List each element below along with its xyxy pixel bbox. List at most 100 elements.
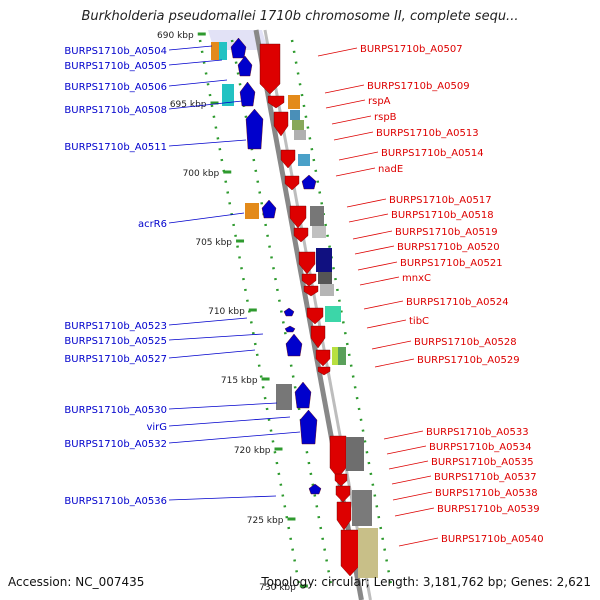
domain-block xyxy=(288,95,300,109)
label-leader-line xyxy=(325,99,366,109)
domain-block xyxy=(211,42,219,60)
scale-tick-label: 690 kbp xyxy=(157,31,194,41)
label-leader-line xyxy=(392,491,433,501)
label-leader-line xyxy=(333,131,374,141)
gene-label-right[interactable]: rspA xyxy=(368,96,391,107)
scale-tick-label: 705 kbp xyxy=(195,238,232,248)
gene-label-right[interactable]: BURPS1710b_A0533 xyxy=(426,427,529,438)
scale-tick-label: 695 kbp xyxy=(170,100,207,110)
gene-label-right[interactable]: mnxC xyxy=(402,273,431,284)
gene-label-right[interactable]: BURPS1710b_A0535 xyxy=(431,457,534,468)
gene-forward[interactable] xyxy=(237,55,253,77)
gene-label-right[interactable]: BURPS1710b_A0519 xyxy=(395,227,498,238)
gene-label-right[interactable]: BURPS1710b_A0520 xyxy=(397,242,500,253)
gene-forward[interactable] xyxy=(230,37,247,59)
domain-block xyxy=(312,226,326,238)
label-leader-line xyxy=(324,84,365,94)
gene-label-right[interactable]: BURPS1710b_A0524 xyxy=(406,297,509,308)
gene-label-left[interactable]: BURPS1710b_A0504 xyxy=(64,46,167,57)
gene-label-left[interactable]: BURPS1710b_A0536 xyxy=(64,496,167,507)
gene-forward[interactable] xyxy=(285,333,303,357)
gene-label-left[interactable]: BURPS1710b_A0506 xyxy=(64,82,167,93)
gene-reverse[interactable] xyxy=(293,227,309,243)
gene-reverse[interactable] xyxy=(267,95,285,109)
gene-reverse[interactable] xyxy=(289,205,307,229)
gene-label-left[interactable]: BURPS1710b_A0505 xyxy=(64,61,167,72)
gene-label-left[interactable]: BURPS1710b_A0532 xyxy=(64,439,167,450)
scale-tick-label: 730 kbp xyxy=(259,583,296,593)
domain-block xyxy=(294,130,306,140)
gene-label-right[interactable]: BURPS1710b_A0518 xyxy=(391,210,494,221)
gene-forward[interactable] xyxy=(245,108,264,150)
label-leader-line xyxy=(168,100,243,110)
gene-label-left[interactable]: virG xyxy=(146,422,167,433)
gene-label-right[interactable]: BURPS1710b_A0538 xyxy=(435,488,538,499)
gene-label-right[interactable]: BURPS1710b_A0513 xyxy=(376,128,479,139)
gene-label-right[interactable]: tibC xyxy=(409,316,429,327)
gene-label-right[interactable]: BURPS1710b_A0521 xyxy=(400,258,503,269)
label-leader-line xyxy=(386,445,427,455)
gene-reverse[interactable] xyxy=(303,285,319,297)
gene-reverse[interactable] xyxy=(280,149,296,169)
gene-reverse[interactable] xyxy=(329,435,347,479)
gene-reverse[interactable] xyxy=(273,111,289,137)
gene-forward[interactable] xyxy=(239,81,256,107)
gene-forward[interactable] xyxy=(261,199,277,219)
scale-tick-label: 700 kbp xyxy=(183,169,220,179)
gene-label-right[interactable]: BURPS1710b_A0534 xyxy=(429,442,532,453)
domain-block xyxy=(320,284,334,296)
gene-reverse[interactable] xyxy=(315,349,331,367)
gene-label-left[interactable]: BURPS1710b_A0530 xyxy=(64,405,167,416)
gene-forward[interactable] xyxy=(294,381,312,409)
gene-label-left[interactable]: BURPS1710b_A0527 xyxy=(64,354,167,365)
label-leader-line xyxy=(366,319,407,329)
gene-label-right[interactable]: BURPS1710b_A0539 xyxy=(437,504,540,515)
label-leader-line xyxy=(374,358,415,368)
label-leader-line xyxy=(346,198,387,208)
domain-block xyxy=(290,110,300,120)
domain-block xyxy=(276,384,292,410)
label-leader-line xyxy=(383,430,424,440)
gene-reverse[interactable] xyxy=(335,485,351,503)
label-leader-line xyxy=(338,151,379,161)
gene-forward[interactable] xyxy=(299,409,318,445)
scale-tick-label: 720 kbp xyxy=(234,446,271,456)
gene-label-right[interactable]: rspB xyxy=(374,112,397,123)
domain-block xyxy=(338,347,346,365)
gene-label-right[interactable]: BURPS1710b_A0537 xyxy=(434,472,537,483)
accession-label: Accession: NC_007435 xyxy=(8,575,145,589)
gene-label-right[interactable]: BURPS1710b_A0517 xyxy=(389,195,492,206)
gene-label-left[interactable]: acrR6 xyxy=(138,219,167,230)
gene-reverse[interactable] xyxy=(334,473,348,487)
gene-label-left[interactable]: BURPS1710b_A0508 xyxy=(64,105,167,116)
gene-label-right[interactable]: BURPS1710b_A0540 xyxy=(441,534,544,545)
gene-reverse[interactable] xyxy=(284,175,300,191)
label-leader-line xyxy=(388,460,429,470)
gene-reverse[interactable] xyxy=(298,251,316,275)
gene-reverse[interactable] xyxy=(306,307,324,325)
domain-block xyxy=(219,42,227,60)
label-leader-line xyxy=(352,230,393,240)
gene-label-right[interactable]: nadE xyxy=(378,164,403,175)
gene-label-left[interactable]: BURPS1710b_A0511 xyxy=(64,142,167,153)
gene-reverse[interactable] xyxy=(340,529,360,577)
label-leader-line xyxy=(354,245,395,255)
gene-reverse[interactable] xyxy=(310,325,326,349)
gene-label-right[interactable]: BURPS1710b_A0507 xyxy=(360,44,463,55)
gene-label-left[interactable]: BURPS1710b_A0525 xyxy=(64,336,167,347)
gene-forward[interactable] xyxy=(301,174,317,190)
gene-label-right[interactable]: BURPS1710b_A0514 xyxy=(381,148,484,159)
gene-label-right[interactable]: BURPS1710b_A0529 xyxy=(417,355,520,366)
gene-label-right[interactable]: BURPS1710b_A0528 xyxy=(414,337,517,348)
scale-tick-label: 715 kbp xyxy=(221,376,258,386)
gene-reverse[interactable] xyxy=(259,43,281,95)
gene-label-right[interactable]: BURPS1710b_A0509 xyxy=(367,81,470,92)
gene-forward[interactable] xyxy=(283,307,295,317)
gene-reverse[interactable] xyxy=(301,273,317,287)
gene-label-left[interactable]: BURPS1710b_A0523 xyxy=(64,321,167,332)
gene-reverse[interactable] xyxy=(317,366,331,376)
gene-forward[interactable] xyxy=(284,325,296,333)
gene-forward[interactable] xyxy=(308,483,322,495)
gene-reverse[interactable] xyxy=(336,501,352,531)
scale-tick-label: 725 kbp xyxy=(247,516,284,526)
